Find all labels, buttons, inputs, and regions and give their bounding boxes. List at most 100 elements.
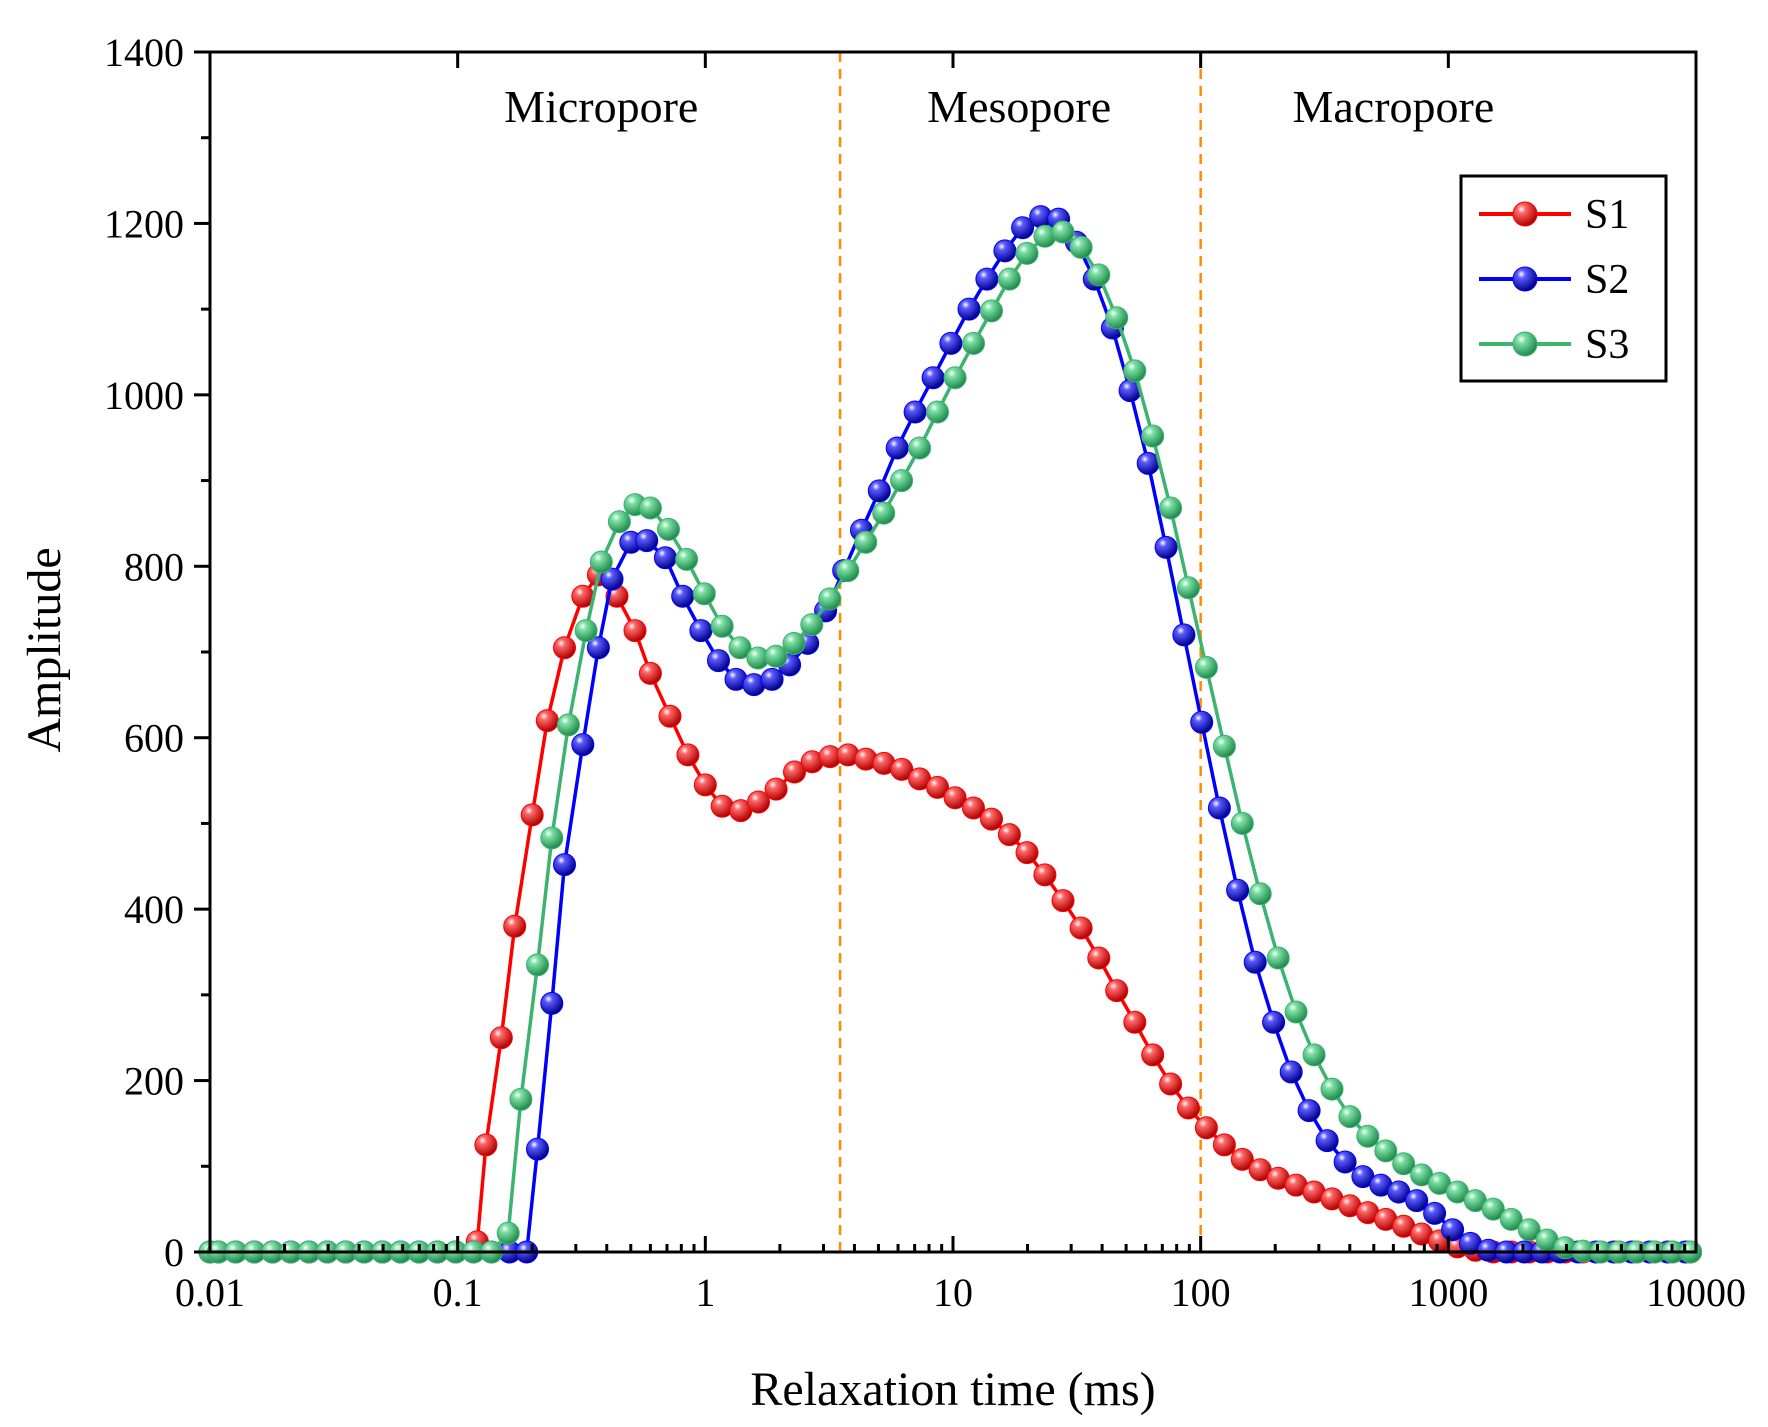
legend-marker-s2 [1512,266,1538,292]
data-point-s3 [1356,1124,1380,1148]
data-point-s1 [1177,1096,1200,1120]
y-axis: 0 200 400 600 800 1000 1200 1400 [104,30,210,1275]
data-point-s3 [800,613,824,637]
data-point-s3 [1087,263,1111,287]
data-point-s1 [503,914,527,938]
data-point-s2 [1262,1010,1286,1034]
data-point-s2 [526,1137,549,1161]
data-point-s3 [1499,1207,1523,1231]
data-point-s3 [1481,1197,1505,1221]
data-point-s3 [1248,882,1272,906]
legend-label-s2: S2 [1585,257,1629,303]
data-point-s2 [586,636,610,660]
data-point-s1 [1123,1010,1147,1034]
data-point-s3 [890,469,914,493]
data-point-s2 [1315,1129,1339,1153]
data-point-s3 [1141,424,1165,448]
data-point-s1 [764,777,788,801]
data-point-s1 [890,757,914,781]
data-point-s2 [571,733,595,757]
data-point-s1 [980,807,1003,831]
data-point-s2 [1190,710,1214,734]
data-point-s2 [1154,535,1178,559]
data-point-s2 [957,297,981,321]
data-point-s3 [556,713,580,737]
y-tick-label: 200 [124,1059,184,1104]
y-tick-label: 1000 [104,373,184,418]
data-point-s3 [710,614,734,638]
data-point-s3 [1159,496,1183,520]
legend: S1 S2 S3 [1459,174,1668,383]
data-point-s2 [1279,1060,1303,1084]
data-point-s3 [980,299,1003,323]
data-point-s1 [535,709,559,733]
data-point-s1 [658,704,682,728]
legend-marker-s3 [1512,331,1538,357]
data-point-s3 [1194,655,1218,679]
data-point-s3 [675,547,699,571]
data-point-s3 [1069,235,1093,259]
data-point-s2 [921,366,945,390]
data-point-s2 [867,479,891,503]
x-tick-label: 10 [933,1270,973,1315]
region-labels: Micropore Mesopore Macropore [504,81,1494,132]
data-point-s2 [903,400,927,424]
data-point-s2 [600,567,624,591]
data-point-s3 [1230,811,1254,835]
data-point-s1 [926,775,949,799]
data-point-s2 [689,619,713,643]
data-point-s2 [939,331,963,355]
data-point-s2 [1405,1189,1429,1213]
data-point-s3 [926,400,949,424]
data-point-s3 [782,631,806,655]
data-point-s3 [1374,1139,1398,1163]
data-point-s3 [1284,1000,1308,1024]
legend-marker-s1 [1512,201,1538,227]
data-point-s1 [747,790,770,814]
data-point-s1 [1015,841,1039,865]
data-point-s1 [1051,889,1075,913]
data-point-s3 [962,331,985,355]
region-label-macropore: Macropore [1292,81,1494,132]
data-point-s3 [657,517,680,541]
data-point-s1 [783,760,806,784]
data-point-s3 [1105,306,1129,330]
y-tick-label: 1400 [104,30,184,75]
y-tick-label: 1200 [104,201,184,246]
data-point-s1 [638,661,662,685]
data-point-s3 [908,436,932,460]
data-point-s1 [1159,1072,1183,1096]
x-tick-label: 100 [1171,1270,1231,1315]
data-point-s3 [728,636,752,660]
data-point-s2 [1011,216,1035,240]
data-point-s3 [1338,1105,1362,1129]
data-point-s1 [1033,863,1057,887]
data-point-s3 [1302,1043,1326,1067]
data-point-s1 [623,619,647,643]
data-point-s2 [1243,950,1267,974]
data-point-s1 [520,803,544,827]
data-point-s3 [818,587,842,611]
data-point-s1 [489,1026,513,1050]
data-point-s2 [635,529,659,553]
data-point-s3 [1320,1077,1344,1101]
data-point-s1 [553,636,576,660]
data-point-s3 [764,644,788,668]
x-axis: 0.01 0.1 1 10 100 1000 10000 [175,52,1746,1315]
x-tick-label: 10000 [1646,1270,1746,1315]
data-point-s1 [962,796,985,820]
y-tick-label: 0 [164,1230,184,1275]
data-point-s2 [885,436,909,460]
y-tick-label: 600 [124,716,184,761]
data-point-s3 [607,510,631,534]
y-axis-title: Amplitude [18,547,71,752]
series-s1 [198,563,1703,1264]
data-point-s3 [1212,734,1236,758]
data-point-s1 [676,743,700,767]
data-point-s2 [1207,796,1231,820]
data-point-s1 [1194,1116,1218,1140]
x-tick-label: 1000 [1408,1270,1488,1315]
data-point-s2 [707,649,730,673]
data-point-s2 [993,239,1017,263]
